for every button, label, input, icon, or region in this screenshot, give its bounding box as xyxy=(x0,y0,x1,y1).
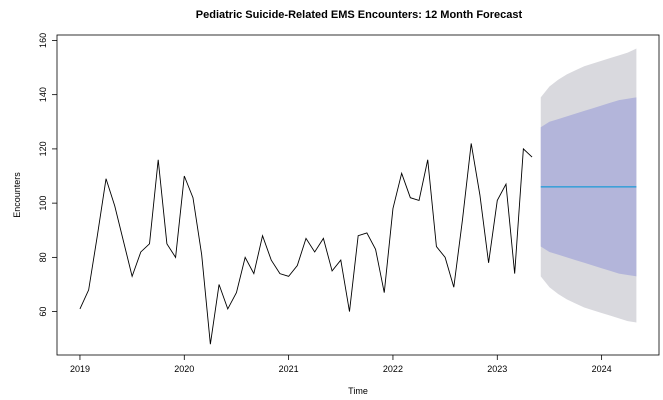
x-tick-label: 2019 xyxy=(70,364,90,374)
x-tick-label: 2020 xyxy=(174,364,194,374)
x-axis: 2019 2020 2021 2022 2023 2024 xyxy=(70,355,612,374)
y-tick-label: 160 xyxy=(38,33,48,48)
x-axis-title: Time xyxy=(348,386,368,396)
y-tick-label: 60 xyxy=(38,307,48,317)
y-tick-label: 80 xyxy=(38,252,48,262)
forecast-intervals xyxy=(540,48,637,323)
y-tick-label: 100 xyxy=(38,196,48,211)
y-tick-label: 140 xyxy=(38,87,48,102)
y-axis-title: Encounters xyxy=(12,172,22,218)
series-lines xyxy=(79,143,637,345)
x-tick-label: 2022 xyxy=(383,364,403,374)
y-tick-label: 120 xyxy=(38,141,48,156)
observed-series-line xyxy=(79,143,533,345)
x-tick-label: 2021 xyxy=(279,364,299,374)
plot-frame xyxy=(56,34,660,356)
x-tick-label: 2023 xyxy=(487,364,507,374)
x-tick-label: 2024 xyxy=(592,364,612,374)
chart-title: Pediatric Suicide-Related EMS Encounters… xyxy=(196,9,523,21)
y-axis: 60 80 100 120 140 160 xyxy=(38,33,57,317)
